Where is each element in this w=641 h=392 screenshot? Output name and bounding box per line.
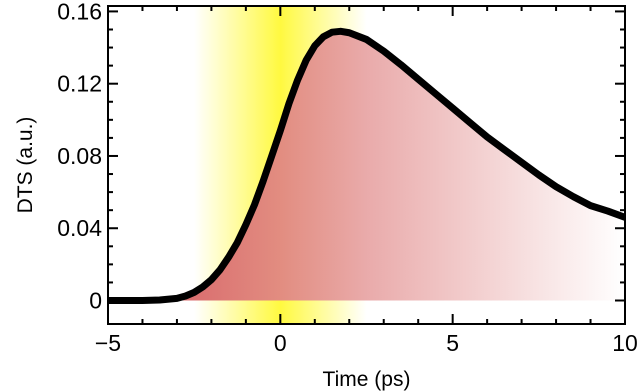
x-tick-label: 0	[274, 330, 287, 356]
y-axis-title: DTS (a.u.)	[14, 117, 37, 214]
y-tick-label: 0.12	[57, 71, 102, 97]
axes	[107, 5, 626, 325]
y-tick-label: 0	[89, 288, 102, 314]
series-line	[108, 27, 625, 305]
plot-frame	[107, 5, 626, 325]
x-tick-label: 10	[612, 330, 638, 356]
plot-area	[108, 6, 625, 324]
x-tick-label: −5	[95, 330, 121, 356]
labels: −5 0 5 10 0 0.04 0.08 0.12 0.16 Time (ps) DTS (a.u…	[14, 0, 638, 391]
x-tick-label: 5	[446, 330, 459, 356]
y-tick-label: 0.08	[57, 143, 102, 169]
series-area	[108, 31, 625, 301]
y-tick-label: 0.16	[57, 0, 102, 24]
x-axis-title: Time (ps)	[323, 368, 411, 391]
y-tick-label: 0.04	[57, 215, 102, 241]
